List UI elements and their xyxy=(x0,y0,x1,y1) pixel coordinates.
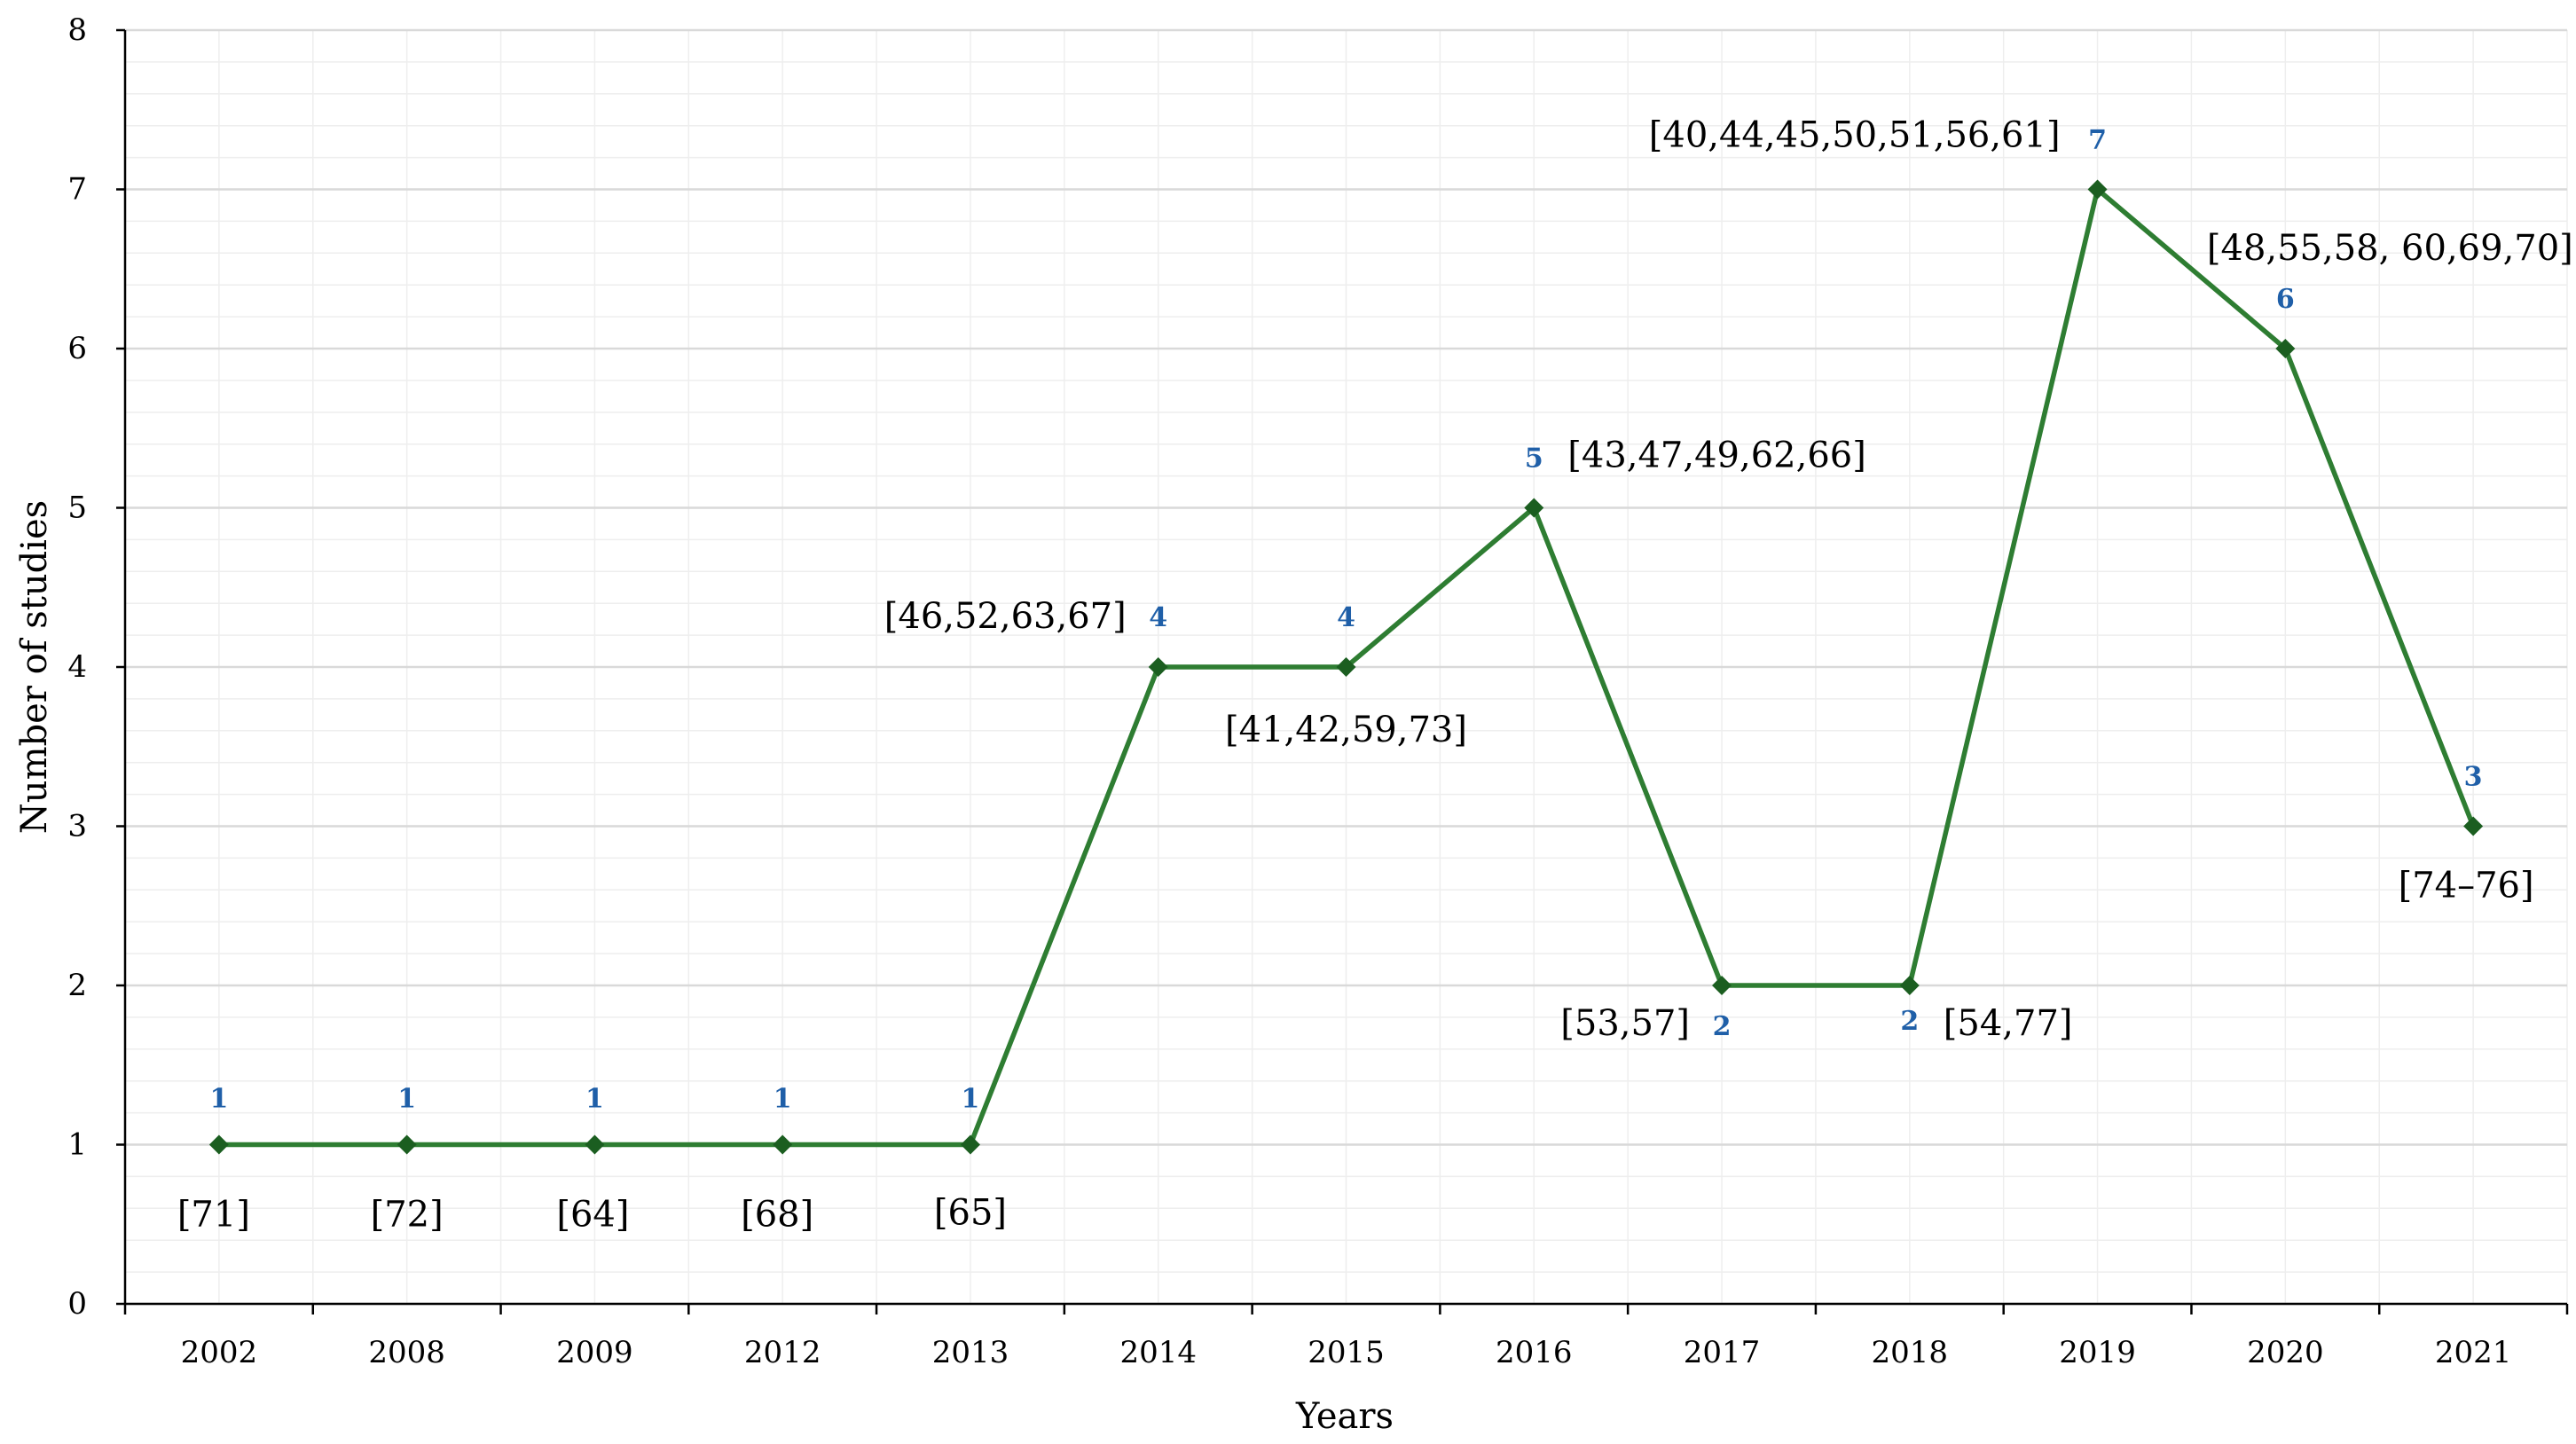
reference-label: [54,77] xyxy=(1944,1003,2073,1044)
data-value-label: 5 xyxy=(1525,443,1543,475)
data-value-label: 1 xyxy=(585,1084,604,1115)
data-point xyxy=(773,1134,793,1155)
data-value-label: 1 xyxy=(209,1084,228,1115)
reference-label: [46,52,63,67] xyxy=(884,596,1127,637)
data-value-label: 7 xyxy=(2088,125,2107,156)
y-tick-label: 7 xyxy=(67,172,87,208)
x-tick-label: 2021 xyxy=(2435,1335,2512,1370)
x-tick-label: 2020 xyxy=(2247,1335,2324,1370)
x-tick-label: 2002 xyxy=(181,1335,258,1370)
y-tick-labels: 0 1 2 3 4 5 6 7 8 xyxy=(67,12,87,1322)
x-tick-label: 2013 xyxy=(932,1335,1009,1370)
data-point xyxy=(960,1134,980,1155)
reference-label: [71] xyxy=(177,1195,250,1236)
x-tick-label: 2018 xyxy=(1872,1335,1949,1370)
x-tick-label: 2015 xyxy=(1308,1335,1385,1370)
annotations: 1 1 1 1 1 4 4 5 2 2 7 6 3 [71] [72] [64] [68] [65] [46,52,… xyxy=(177,115,2573,1236)
reference-label: [53,57] xyxy=(1560,1003,1690,1044)
reference-label: [72] xyxy=(371,1195,444,1236)
data-value-label: 3 xyxy=(2464,762,2483,793)
data-value-label: 4 xyxy=(1337,602,1355,633)
y-tick-label: 4 xyxy=(67,649,87,685)
data-point xyxy=(2275,339,2296,358)
data-point xyxy=(1712,976,1732,995)
data-value-label: 1 xyxy=(962,1084,980,1115)
x-tick-label: 2012 xyxy=(744,1335,821,1370)
x-tick-labels: 2002 2008 2009 2012 2013 2014 2015 2016 2017 2018… xyxy=(181,1335,2512,1370)
reference-label: [41,42,59,73] xyxy=(1225,710,1467,750)
data-value-label: 4 xyxy=(1149,602,1167,633)
reference-label: [48,55,58, 60,69,70] xyxy=(2207,228,2573,269)
data-value-label: 2 xyxy=(1713,1011,1732,1042)
data-point xyxy=(2087,179,2108,200)
x-tick-label: 2017 xyxy=(1684,1335,1761,1370)
x-tick-label: 2019 xyxy=(2059,1335,2136,1370)
y-tick-label: 2 xyxy=(67,968,87,1003)
data-value-label: 2 xyxy=(1900,1006,1919,1037)
axes xyxy=(116,28,2569,1315)
reference-label: [43,47,49,62,66] xyxy=(1567,436,1866,476)
x-tick-label: 2014 xyxy=(1119,1335,1197,1370)
y-tick-label: 5 xyxy=(67,490,87,526)
data-value-label: 6 xyxy=(2276,284,2295,315)
y-axis-title: Number of studies xyxy=(14,500,55,834)
x-tick-label: 2009 xyxy=(556,1335,633,1370)
y-tick-label: 0 xyxy=(67,1286,87,1322)
y-tick-label: 6 xyxy=(67,331,87,366)
data-point xyxy=(2463,816,2484,836)
reference-label: [65] xyxy=(934,1193,1007,1234)
reference-label: [64] xyxy=(556,1195,629,1236)
y-tick-label: 1 xyxy=(67,1127,87,1163)
y-tick-label: 3 xyxy=(67,809,87,844)
x-axis-title: Years xyxy=(1295,1396,1394,1437)
data-value-label: 1 xyxy=(397,1084,416,1115)
y-tick-label: 8 xyxy=(67,12,87,48)
reference-label: [74–76] xyxy=(2399,866,2534,906)
data-value-label: 1 xyxy=(774,1084,792,1115)
x-tick-label: 2016 xyxy=(1496,1335,1573,1370)
data-point xyxy=(397,1134,417,1155)
data-point xyxy=(1148,657,1168,677)
data-point xyxy=(208,1134,229,1155)
series xyxy=(208,179,2484,1155)
data-point xyxy=(1899,976,1920,995)
x-tick-label: 2008 xyxy=(368,1335,445,1370)
reference-label: [68] xyxy=(741,1195,813,1236)
data-point xyxy=(1336,657,1356,677)
data-point xyxy=(1524,498,1544,518)
data-point xyxy=(585,1134,605,1155)
reference-label: [40,44,45,50,51,56,61] xyxy=(1649,115,2061,156)
